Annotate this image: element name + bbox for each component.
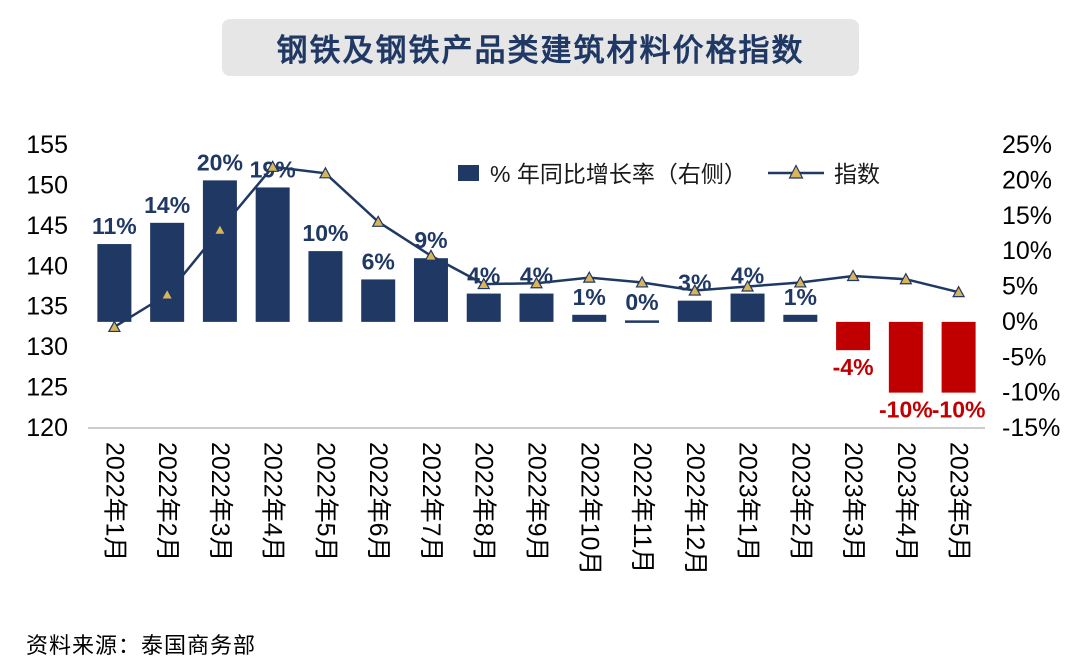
right-axis-tick: 25% (1002, 131, 1052, 159)
left-axis-tick: 120 (26, 414, 68, 442)
right-axis-tick: 20% (1002, 166, 1052, 194)
right-axis-tick: -5% (1002, 343, 1046, 371)
category-label: 2023年3月 (839, 442, 867, 562)
legend-bar-label: % 年同比增长率（右侧） (490, 161, 747, 187)
right-axis-tick: 0% (1002, 308, 1038, 336)
category-label: 2022年1月 (100, 442, 128, 562)
bar (783, 314, 818, 322)
bar (466, 293, 501, 322)
line-marker (741, 279, 755, 292)
left-axis-tick: 135 (26, 293, 68, 321)
right-axis-tick: 15% (1002, 202, 1052, 230)
legend-line-marker (788, 164, 804, 179)
category-label: 2022年11月 (628, 442, 656, 574)
bar-label: 10% (302, 220, 348, 246)
bar (361, 279, 396, 322)
category-label: 2023年4月 (892, 442, 920, 562)
bar (150, 222, 185, 322)
bar (941, 321, 976, 393)
bar (625, 320, 660, 323)
bar (888, 321, 923, 393)
left-axis-tick: 140 (26, 252, 68, 280)
line-marker (688, 283, 702, 296)
right-axis-tick: 5% (1002, 273, 1038, 301)
bar-label: -10% (932, 397, 986, 423)
left-axis-tick: 125 (26, 374, 68, 402)
line-marker (424, 249, 438, 261)
category-label: 2022年8月 (470, 442, 498, 562)
bar (677, 300, 712, 322)
legend-bar-swatch (458, 165, 479, 181)
line-marker (529, 276, 544, 289)
source-note: 资料来源：泰国商务部 (26, 633, 257, 658)
line-marker (318, 166, 332, 179)
category-label: 2022年5月 (311, 442, 339, 562)
left-axis-tick: 150 (26, 171, 68, 199)
line-marker (160, 287, 174, 300)
bar (255, 187, 290, 322)
line-marker (107, 320, 121, 333)
line-marker (793, 275, 807, 288)
bar (97, 244, 132, 322)
category-label: 2023年2月 (786, 442, 814, 562)
legend: % 年同比增长率（右侧） 指数 (458, 161, 880, 187)
category-label: 2022年3月 (206, 442, 234, 562)
category-label: 2022年7月 (417, 442, 445, 562)
bar-label: 0% (625, 289, 658, 315)
bar (519, 293, 554, 322)
bar-label: 1% (784, 284, 817, 310)
category-label: 2022年12月 (681, 442, 709, 575)
left-axis-tick: 130 (26, 333, 68, 361)
line-marker (846, 269, 860, 282)
bar-label: -10% (879, 397, 933, 423)
bar (836, 321, 871, 351)
right-axis-tick: 10% (1002, 237, 1052, 265)
chart-title-box: 钢铁及钢铁产品类建筑材料价格指数 (222, 19, 859, 76)
category-label: 2022年6月 (364, 442, 392, 562)
bar (413, 258, 448, 322)
line-marker (477, 277, 491, 290)
left-axis-tick: 145 (26, 212, 68, 240)
line-marker (371, 215, 385, 227)
bar-label: 11% (92, 213, 137, 239)
category-label: 2022年9月 (523, 442, 551, 562)
category-label: 2023年5月 (945, 442, 973, 562)
right-axis-tick: -15% (1002, 414, 1060, 442)
line-marker (213, 223, 227, 235)
category-label: 2022年2月 (153, 442, 181, 562)
combo-chart: % 年同比增长率（右侧） 指数 155 150 145 140 135 130 125 120… (26, 131, 1060, 575)
bar (730, 293, 765, 322)
bar (572, 314, 607, 322)
line-marker (266, 160, 280, 172)
bar-label: 14% (144, 192, 190, 218)
bar-label: 6% (362, 248, 395, 274)
category-label: 2022年4月 (259, 442, 287, 562)
right-axis-tick: -10% (1002, 379, 1060, 407)
line-marker (582, 270, 596, 283)
bar (308, 251, 343, 322)
bar-label: 1% (573, 284, 606, 310)
line-marker (952, 285, 966, 298)
line-marker (635, 275, 649, 288)
chart-title: 钢铁及钢铁产品类建筑材料价格指数 (276, 33, 805, 68)
category-label: 2023年1月 (734, 442, 762, 562)
bar-label: -4% (833, 354, 874, 380)
bar (202, 180, 237, 322)
bar-label: 20% (197, 149, 243, 175)
category-label: 2022年10月 (575, 442, 603, 575)
line-marker (899, 272, 913, 285)
left-axis-tick: 155 (26, 131, 68, 159)
legend-line-label: 指数 (834, 161, 880, 187)
